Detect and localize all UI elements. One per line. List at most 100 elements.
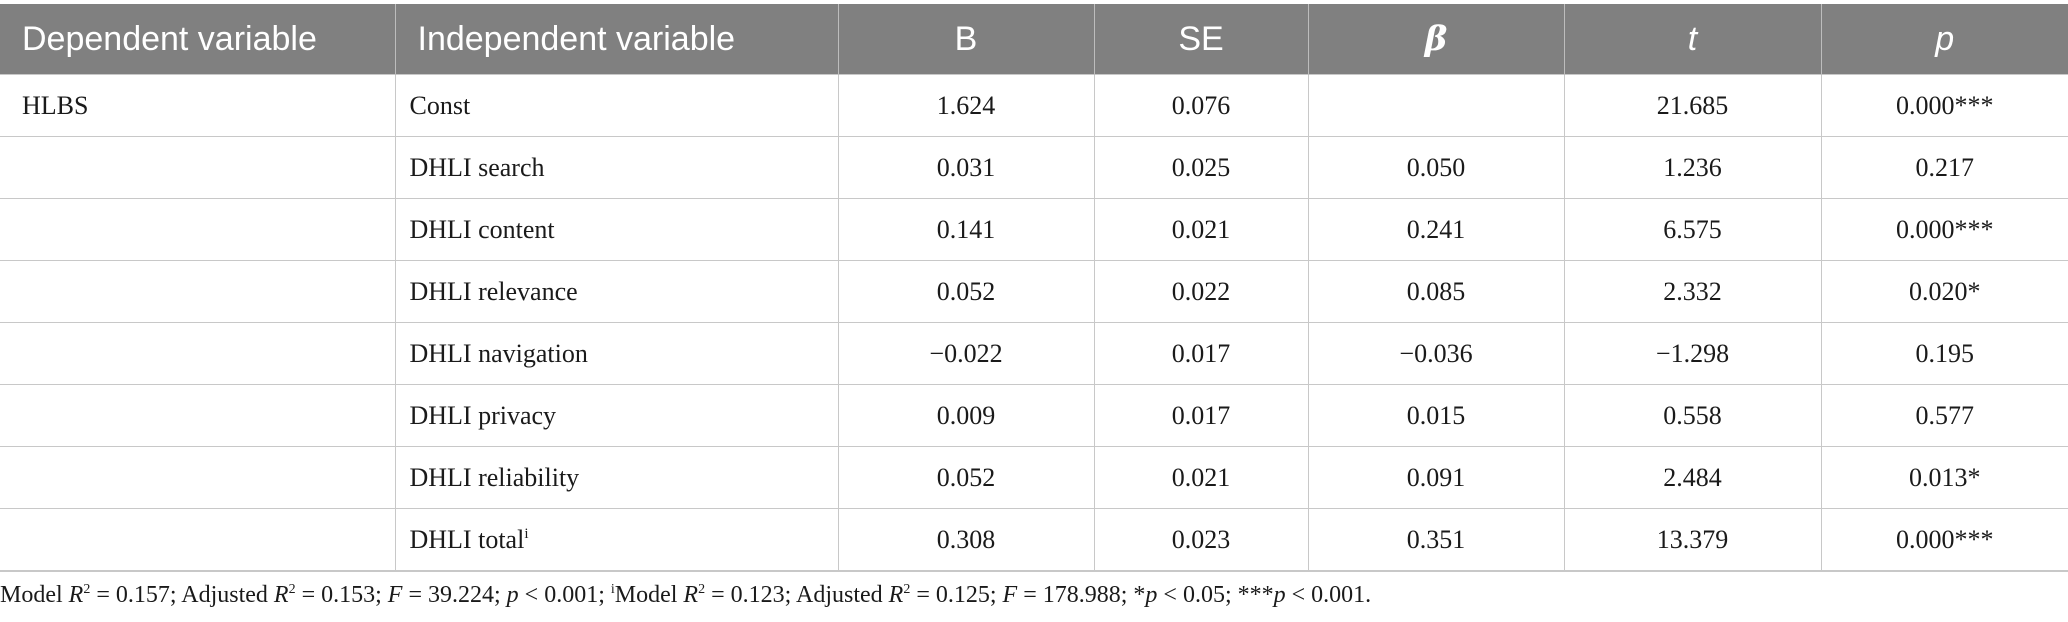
cell-t: 2.484 [1563,446,1822,509]
footnote-adjusted-label-2: Adjusted [795,582,883,608]
cell-se-text: 0.076 [1171,90,1231,120]
cell-b: 0.308 [837,508,1095,572]
cell-independent-variable: DHLI search [394,136,839,199]
cell-p-text: 0.000*** [1896,90,1994,120]
cell-dependent-variable-text: HLBS [22,90,89,120]
cell-se-text: 0.025 [1171,152,1231,182]
cell-dependent-variable [0,508,396,572]
cell-p-text: 0.000*** [1896,214,1994,244]
table-row: DHLI content 0.141 0.021 0.241 6.575 0.000*** [0,198,2068,261]
header-independent-variable: Independent variable [395,4,839,75]
cell-se: 0.017 [1093,384,1309,447]
table-header-row: Dependent variable Independent variable … [0,4,2068,75]
cell-t-text: 2.484 [1663,462,1722,492]
cell-p: 0.000*** [1820,198,2068,261]
cell-beta-text: 0.351 [1406,524,1466,554]
cell-b-text: 0.052 [936,276,996,306]
cell-beta-text: 0.091 [1406,462,1466,492]
cell-p: 0.000*** [1820,508,2068,572]
cell-b-text: 0.009 [936,400,996,430]
cell-t-text: −1.298 [1655,338,1730,368]
header-t: t [1564,4,1822,75]
cell-b: −0.022 [837,322,1095,385]
cell-se-text: 0.017 [1171,400,1231,430]
cell-independent-variable-text: DHLI search [409,152,545,182]
cell-b: 1.624 [837,74,1095,137]
table-row: DHLI privacy 0.009 0.017 0.015 0.558 0.577 [0,384,2068,447]
footnote-adj-squared: 2 [288,582,296,597]
cell-t: 13.379 [1563,508,1822,572]
cell-p-text: 0.013* [1909,462,1981,492]
footnote-star1-p: p [1145,582,1158,608]
cell-independent-variable: DHLI relevance [394,260,839,323]
cell-b-text: −0.022 [929,338,1003,368]
header-dependent-variable: Dependent variable [0,4,396,75]
cell-independent-variable-text: DHLI privacy [409,400,557,430]
footnote-f: F [387,582,403,608]
footnote-star3-p: p [1273,582,1286,608]
footnote-star1: * [1133,582,1146,608]
cell-t-text: 1.236 [1663,152,1722,182]
footnote-adj-r2-value-2: = 0.125; [916,582,997,608]
cell-beta: 0.241 [1307,198,1565,261]
table-row: DHLI reliability 0.052 0.021 0.091 2.484 0.01… [0,446,2068,509]
cell-beta-text: 0.241 [1406,214,1466,244]
cell-se-text: 0.021 [1171,462,1231,492]
cell-dependent-variable [0,384,396,447]
cell-dependent-variable [0,446,396,509]
footnote-p-value: < 0.001; [524,582,605,608]
footnote-squared-2: 2 [698,582,706,597]
cell-se: 0.021 [1093,198,1309,261]
cell-b-text: 0.308 [936,524,996,554]
cell-b-text: 0.141 [936,214,996,244]
cell-t-text: 21.685 [1656,90,1729,120]
cell-beta: 0.091 [1307,446,1565,509]
cell-independent-variable-text: Const [409,90,471,120]
cell-p-text: 0.217 [1915,152,1975,182]
cell-se: 0.023 [1093,508,1309,572]
cell-t-text: 2.332 [1663,276,1722,306]
footnote-adjusted-label: Adjusted [181,582,268,608]
cell-beta: −0.036 [1307,322,1565,385]
cell-independent-variable: DHLI content [394,198,839,261]
cell-b: 0.031 [837,136,1095,199]
cell-dependent-variable [0,322,396,385]
cell-p: 0.217 [1820,136,2068,199]
footnote-adj-r: R [273,582,289,608]
cell-b: 0.141 [837,198,1095,261]
cell-t-text: 6.575 [1663,214,1722,244]
cell-independent-variable-text: DHLI relevance [409,276,578,306]
cell-independent-variable: DHLI navigation [394,322,839,385]
footnote-r: R [68,582,84,608]
header-b: B [838,4,1095,75]
cell-p-text: 0.000*** [1896,524,1994,554]
cell-independent-variable-text: DHLI navigation [409,338,588,368]
cell-b-text: 0.031 [936,152,996,182]
cell-p-text: 0.195 [1915,338,1975,368]
cell-se-text: 0.023 [1171,524,1231,554]
cell-se-text: 0.021 [1171,214,1231,244]
cell-independent-variable-text: DHLI total [409,524,525,554]
cell-b: 0.052 [837,446,1095,509]
cell-p: 0.577 [1820,384,2068,447]
footnote-f-2: F [1002,582,1018,608]
header-beta: β [1308,4,1565,75]
cell-beta [1307,74,1565,137]
header-p: p [1821,4,2068,75]
cell-se: 0.025 [1093,136,1309,199]
cell-se-text: 0.022 [1171,276,1231,306]
cell-p: 0.195 [1820,322,2068,385]
footnote-r2-value-2: = 0.123; [711,582,792,608]
cell-beta: 0.085 [1307,260,1565,323]
cell-independent-variable-text: DHLI reliability [409,462,580,492]
table-row: DHLI relevance 0.052 0.022 0.085 2.332 0.020* [0,260,2068,323]
cell-dependent-variable [0,260,396,323]
cell-beta-text: 0.015 [1406,400,1466,430]
cell-independent-variable: DHLI privacy [394,384,839,447]
cell-beta: 0.351 [1307,508,1565,572]
table-row: DHLI navigation −0.022 0.017 −0.036 −1.298 0.… [0,322,2068,385]
footnote-model2-label: Model [614,582,678,608]
cell-beta: 0.050 [1307,136,1565,199]
footnote-star3: *** [1237,582,1274,608]
footnote-mark-i: i [610,582,615,597]
